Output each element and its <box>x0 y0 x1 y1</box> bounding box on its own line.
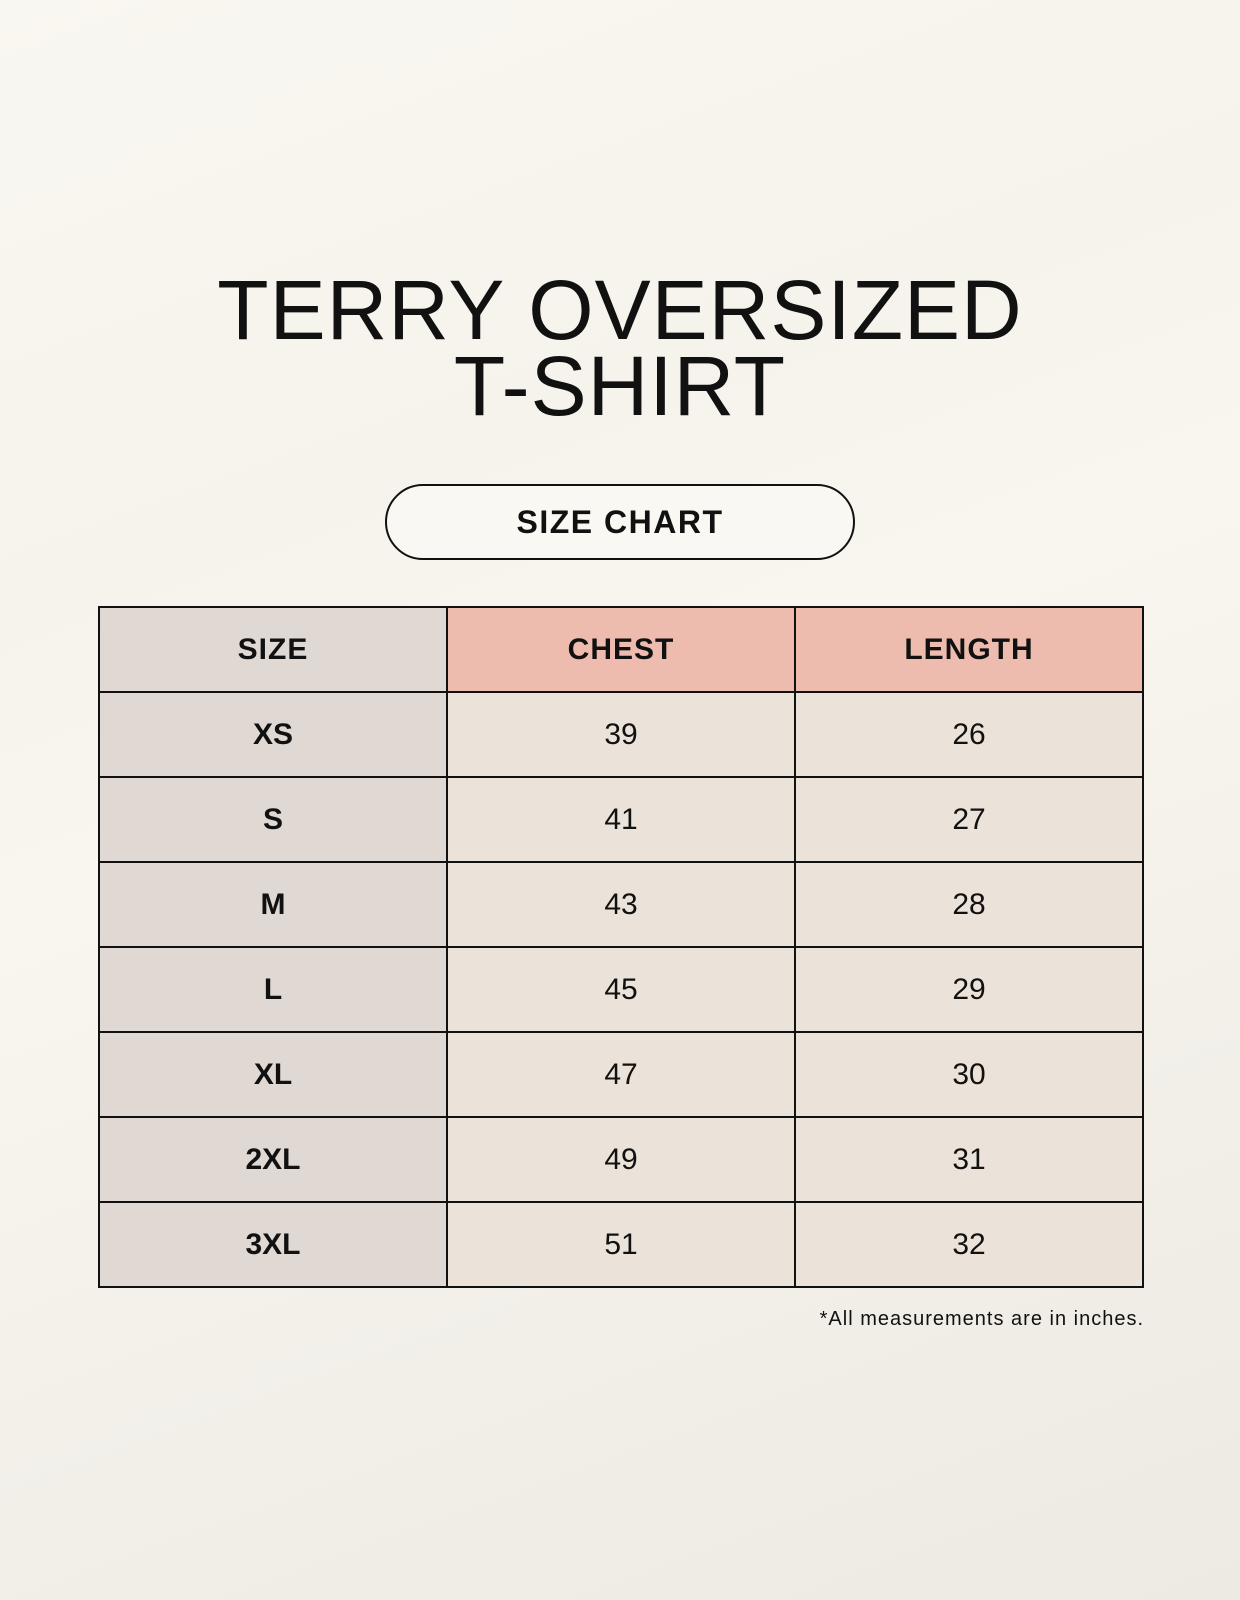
cell-length: 28 <box>794 861 1144 948</box>
cell-size: L <box>98 946 448 1033</box>
cell-length: 30 <box>794 1031 1144 1118</box>
cell-chest: 51 <box>446 1201 796 1288</box>
size-chart-badge: SIZE CHART <box>385 484 855 560</box>
cell-chest: 41 <box>446 776 796 863</box>
cell-size: M <box>98 861 448 948</box>
cell-length: 29 <box>794 946 1144 1033</box>
cell-chest: 43 <box>446 861 796 948</box>
table-row: 3XL 51 32 <box>98 1201 1144 1288</box>
table-row: XL 47 30 <box>98 1031 1144 1118</box>
size-table: SIZE CHEST LENGTH XS 39 26 S 41 27 M 43 28 L 45 29 X… <box>98 606 1144 1288</box>
header-length: LENGTH <box>794 606 1144 693</box>
measurement-note: *All measurements are in inches. <box>819 1308 1144 1330</box>
cell-chest: 45 <box>446 946 796 1033</box>
cell-length: 32 <box>794 1201 1144 1288</box>
table-row: 2XL 49 31 <box>98 1116 1144 1203</box>
cell-size: 2XL <box>98 1116 448 1203</box>
page-title: TERRY OVERSIZED T-SHIRT <box>0 263 1240 433</box>
title-line-2: T-SHIRT <box>453 339 787 433</box>
cell-length: 26 <box>794 691 1144 778</box>
header-chest: CHEST <box>446 606 796 693</box>
cell-size: XS <box>98 691 448 778</box>
cell-size: 3XL <box>98 1201 448 1288</box>
cell-length: 31 <box>794 1116 1144 1203</box>
table-row: L 45 29 <box>98 946 1144 1033</box>
cell-chest: 49 <box>446 1116 796 1203</box>
cell-chest: 39 <box>446 691 796 778</box>
title-line-1: TERRY OVERSIZED <box>217 263 1023 357</box>
table-row: XS 39 26 <box>98 691 1144 778</box>
cell-chest: 47 <box>446 1031 796 1118</box>
header-size: SIZE <box>98 606 448 693</box>
table-header-row: SIZE CHEST LENGTH <box>98 606 1144 693</box>
table-row: S 41 27 <box>98 776 1144 863</box>
cell-length: 27 <box>794 776 1144 863</box>
table-row: M 43 28 <box>98 861 1144 948</box>
cell-size: S <box>98 776 448 863</box>
cell-size: XL <box>98 1031 448 1118</box>
